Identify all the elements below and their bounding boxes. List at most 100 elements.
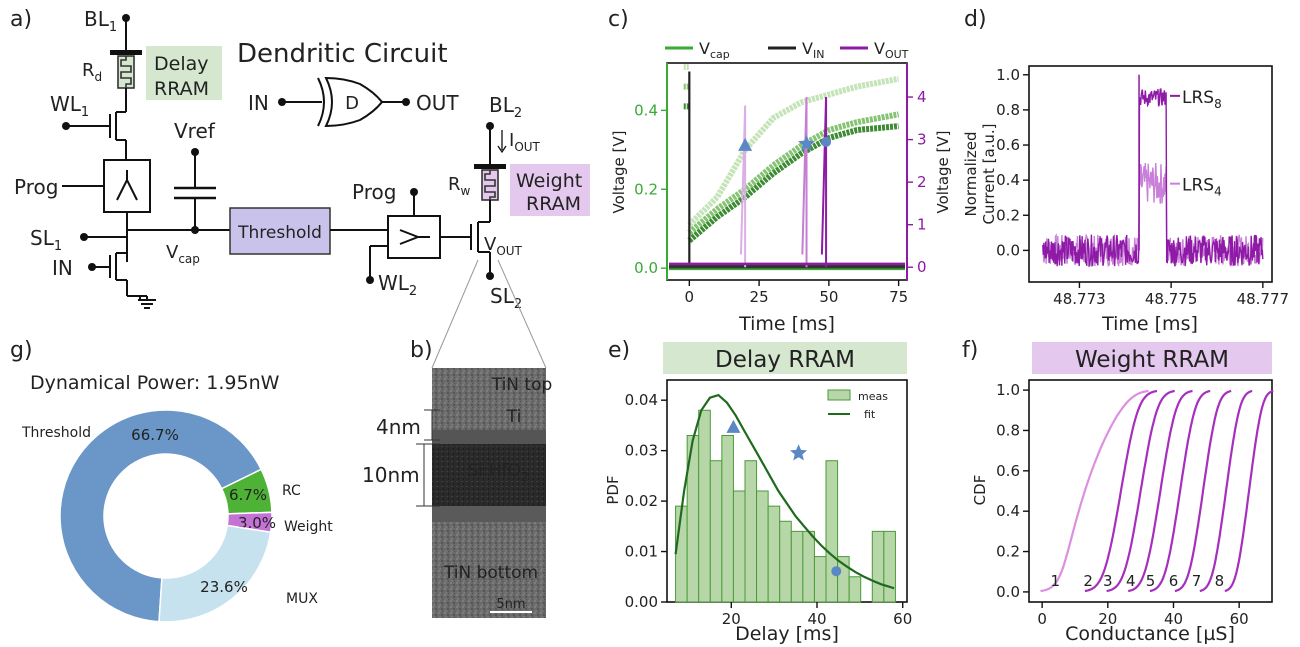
e-bar	[884, 531, 896, 602]
e-ylabel: PDF	[604, 475, 622, 504]
wl1-transistor	[66, 112, 126, 160]
d-ytick-label: 1.0	[996, 66, 1020, 84]
g-donut: 66.7% Threshold 6.7% RC 3.0% Weight 23.6% MUX	[21, 410, 333, 622]
wl2-label: WL2	[378, 271, 417, 299]
iout-label: IOUT	[509, 130, 541, 154]
mux-box-1	[104, 160, 150, 212]
panel-e-delay-chart: e) Delay RRAM 20 40 60 0.00 0.01 0.02 0.03 0.04…	[604, 338, 912, 645]
panel-label-g: g)	[10, 338, 33, 363]
g-slice-name: Weight	[284, 519, 333, 535]
c-legend-label: VIN	[802, 39, 824, 61]
g-slice-name: Threshold	[21, 425, 91, 441]
d-ytick-label: 0.8	[996, 101, 1020, 119]
g-title: Dynamical Power: 1.95nW	[30, 372, 280, 394]
e-bar	[676, 506, 688, 602]
tem-4nm: 4nm	[376, 415, 421, 439]
dendrite-gate: IN D OUT	[248, 78, 459, 126]
f-cdf-2	[1085, 391, 1157, 591]
weight-rram-label-2: RRAM	[526, 193, 581, 215]
mux-box-2	[388, 216, 440, 258]
panel-label-e: e)	[608, 338, 630, 363]
f-ytick-label: 0.4	[996, 502, 1020, 520]
wl1-label: WL1	[50, 92, 89, 120]
c-legend-label: Vcap	[699, 39, 730, 61]
panel-label-f: f)	[962, 338, 978, 363]
e-ytick-label: 0.00	[625, 593, 658, 611]
e-bar	[722, 436, 734, 603]
c-xtick-label: 0	[685, 288, 695, 306]
delay-rram-symbol	[118, 56, 134, 88]
e-bar	[745, 461, 757, 602]
d-xtick-label: 48.775	[1145, 290, 1198, 308]
f-cdf-3	[1107, 391, 1175, 591]
d-xtick-label: 48.773	[1053, 290, 1106, 308]
vcap-label: Vcap	[166, 242, 200, 266]
c-ytick-left-label: 0.4	[634, 101, 658, 119]
g-slice-pct: 23.6%	[200, 578, 248, 596]
e-bar	[814, 557, 826, 602]
tem-10nm: 10nm	[362, 463, 420, 487]
circuit-title: Dendritic Circuit	[237, 39, 448, 69]
f-series-label: 7	[1192, 572, 1202, 590]
f-ytick-label: 1.0	[996, 381, 1020, 399]
e-bar	[780, 521, 792, 602]
f-series-label: 2	[1083, 572, 1093, 590]
f-series-label: 5	[1146, 572, 1156, 590]
vcap-curve	[689, 126, 898, 240]
vout-spike	[822, 97, 826, 267]
d-ytick-label: 0.6	[996, 136, 1020, 154]
delay-rram-label-2: RRAM	[154, 78, 209, 100]
f-series-label: 8	[1215, 572, 1225, 590]
panel-a-circuit: a) Dendritic Circuit BL1 Delay RRAM Rd W…	[10, 7, 590, 368]
e-title: Delay RRAM	[715, 347, 855, 373]
bl2-label: BL2	[489, 93, 522, 121]
c-legend: Vcap VIN VOUT	[665, 39, 909, 61]
tem-hfo: Si:HfO2	[467, 461, 528, 484]
f-ylabel: CDF	[971, 475, 989, 506]
panel-f-weight-chart: f) Weight RRAM 12345678 0 20 40 600.00.20.4…	[962, 338, 1273, 645]
panel-label-b: b)	[410, 338, 433, 363]
marker-circle	[831, 566, 841, 576]
c-ylabel-right: Voltage [V]	[934, 131, 952, 214]
c-ytick-right-label: 4	[917, 88, 927, 106]
e-bar	[768, 506, 780, 602]
d-axes: 48.773 48.775 48.777 0.0 0.2 0.4 0.6 0.8 1.0	[996, 66, 1289, 308]
e-bar	[803, 531, 815, 602]
f-cdf-5	[1150, 391, 1210, 591]
f-cdf-4	[1128, 391, 1192, 591]
c-legend-label: VOUT	[874, 39, 909, 61]
f-cdf-7	[1200, 391, 1252, 591]
vout-spike	[741, 106, 745, 268]
c-ytick-left-label: 0.0	[634, 259, 658, 277]
prog1-label: Prog	[14, 175, 58, 199]
d-ylabel-1: Normalized	[962, 131, 980, 216]
tem-tin-top: TiN top	[491, 375, 553, 395]
f-ytick-label: 0.6	[996, 462, 1020, 480]
panel-label-a: a)	[10, 7, 32, 32]
c-ylabel-left: Voltage [V]	[610, 131, 628, 214]
e-bar	[826, 461, 838, 602]
prog2-label: Prog	[352, 180, 396, 204]
f-cdf-6	[1175, 391, 1231, 591]
e-bar	[733, 491, 745, 602]
c-ytick-right-label: 3	[917, 131, 927, 149]
e-plot-area	[676, 395, 896, 602]
in-left-label: IN	[52, 256, 73, 280]
e-ytick-label: 0.04	[625, 391, 658, 409]
panel-d-current-chart: d) LRS8 LRS4 48.773 48.775 48.777 0.0 0.2 0.4 0…	[962, 7, 1289, 335]
f-series-label: 6	[1169, 572, 1179, 590]
panel-c-voltage-chart: c) Vcap VIN VOUT 0 25 50 750.00.20.401234 Tim…	[608, 7, 952, 335]
vref-label: Vref	[174, 119, 216, 143]
e-bar	[791, 531, 803, 602]
d-ylabel-2: Current [a.u.]	[980, 123, 998, 224]
f-xlabel: Conductance [µS]	[1065, 623, 1235, 645]
e-bar	[872, 531, 884, 602]
g-slice-name: RC	[282, 483, 301, 499]
panel-g-power-donut: g) Dynamical Power: 1.95nW 66.7% Threshol…	[10, 338, 333, 622]
in-transistor	[92, 253, 156, 308]
f-xtick-label: 0	[1037, 610, 1047, 628]
e-bar	[849, 577, 861, 602]
g-slice-pct: 6.7%	[229, 486, 267, 504]
e-bar	[710, 461, 722, 602]
c-ytick-right-label: 2	[917, 173, 927, 191]
